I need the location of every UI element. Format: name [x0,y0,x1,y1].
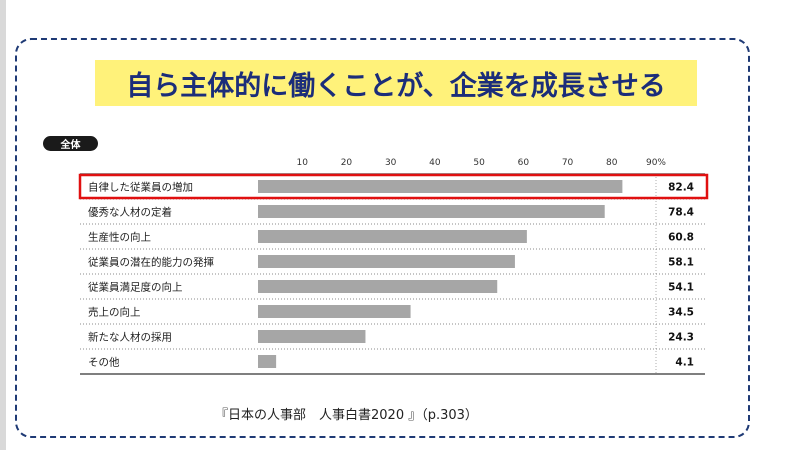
category-label: 生産性の向上 [88,231,151,244]
bar [258,330,366,343]
category-label: 従業員の潜在的能力の発揮 [88,256,214,269]
category-label: 従業員満足度の向上 [88,281,183,294]
value-label: 24.3 [668,332,694,344]
value-label: 4.1 [675,357,694,369]
bar [258,355,277,368]
x-tick-label: 70 [562,158,574,168]
highlight-box [78,173,709,200]
segment-badge: 全体 [43,136,98,151]
x-tick-label: 90% [646,158,666,168]
x-tick-label: 30 [385,158,397,168]
category-label: 優秀な人材の定着 [88,206,172,219]
title-banner: 自ら主体的に働くことが、企業を成長させる [95,60,697,106]
value-label: 34.5 [668,307,694,319]
x-tick-label: 40 [429,158,441,168]
value-label: 78.4 [668,207,694,219]
page-title: 自ら主体的に働くことが、企業を成長させる [126,70,666,102]
bar [258,180,623,193]
category-label: 売上の向上 [88,306,141,319]
category-label: 新たな人材の採用 [88,331,172,344]
left-edge-rule [0,0,6,450]
value-label: 60.8 [668,232,694,244]
bar [258,280,498,293]
bar [258,305,411,318]
bar [258,255,515,268]
x-tick-label: 60 [518,158,530,168]
x-tick-label: 20 [341,158,353,168]
bar [258,230,527,243]
x-tick-label: 10 [296,158,308,168]
x-tick-label: 80 [606,158,618,168]
value-label: 58.1 [668,257,694,269]
category-label: 自律した従業員の増加 [88,181,193,194]
bar [258,205,605,218]
dashed-frame [15,38,750,438]
x-tick-label: 50 [473,158,485,168]
category-label: その他 [88,356,120,369]
value-label: 82.4 [668,182,694,194]
source-citation: 『日本の人事部 人事白書2020 』（p.303） [215,408,478,423]
value-label: 54.1 [668,282,694,294]
